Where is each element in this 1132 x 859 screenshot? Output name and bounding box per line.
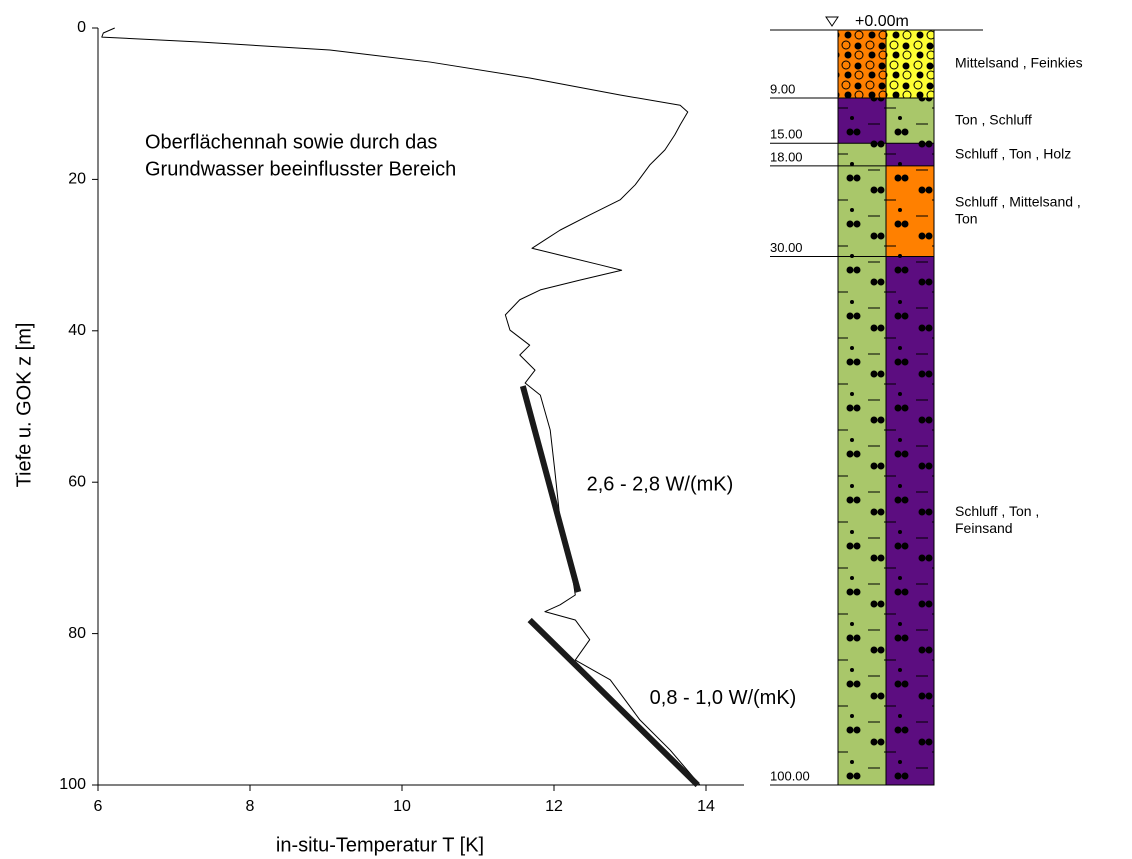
depth-label: 18.00: [770, 149, 803, 164]
layer-label: Mittelsand , Feinkies: [955, 55, 1083, 71]
depth-label: 9.00: [770, 81, 795, 96]
depth-label: 100.00: [770, 768, 810, 783]
temperature-line: [101, 27, 701, 786]
x-tick-label: 8: [246, 798, 255, 815]
x-tick-label: 12: [545, 798, 563, 815]
y-tick-label: 20: [68, 171, 86, 188]
fit-label: 2,6 - 2,8 W/(mK): [587, 473, 734, 495]
y-tick-label: 80: [68, 625, 86, 642]
y-tick-label: 40: [68, 322, 86, 339]
fit-line: [519, 385, 582, 593]
y-tick-label: 60: [68, 473, 86, 490]
y-tick-label: 100: [59, 776, 86, 793]
layer-label: Schluff , Ton ,: [955, 503, 1039, 519]
fit-line: [527, 617, 700, 788]
depth-label: +0.00m: [855, 13, 909, 30]
layer-label: Schluff , Ton , Holz: [955, 145, 1071, 161]
annotation: Oberflächennah sowie durch das: [145, 131, 437, 153]
x-tick-label: 14: [697, 798, 715, 815]
x-tick-label: 10: [393, 798, 411, 815]
x-tick-label: 6: [94, 798, 103, 815]
layer-label: Schluff , Mittelsand ,: [955, 193, 1081, 209]
y-axis-label: Tiefe u. GOK z [m]: [13, 323, 35, 488]
y-tick-label: 0: [77, 19, 86, 36]
depth-label: 30.00: [770, 240, 803, 255]
x-axis-label: in-situ-Temperatur T [K]: [276, 834, 484, 856]
water-level-symbol: [825, 16, 839, 27]
depth-label: 15.00: [770, 127, 803, 142]
layer-label: Feinsand: [955, 520, 1013, 536]
layer-label: Ton , Schluff: [955, 111, 1032, 127]
fit-label: 0,8 - 1,0 W/(mK): [650, 687, 797, 709]
layer-label: Ton: [955, 210, 978, 226]
annotation: Grundwasser beeinflusster Bereich: [145, 158, 456, 180]
